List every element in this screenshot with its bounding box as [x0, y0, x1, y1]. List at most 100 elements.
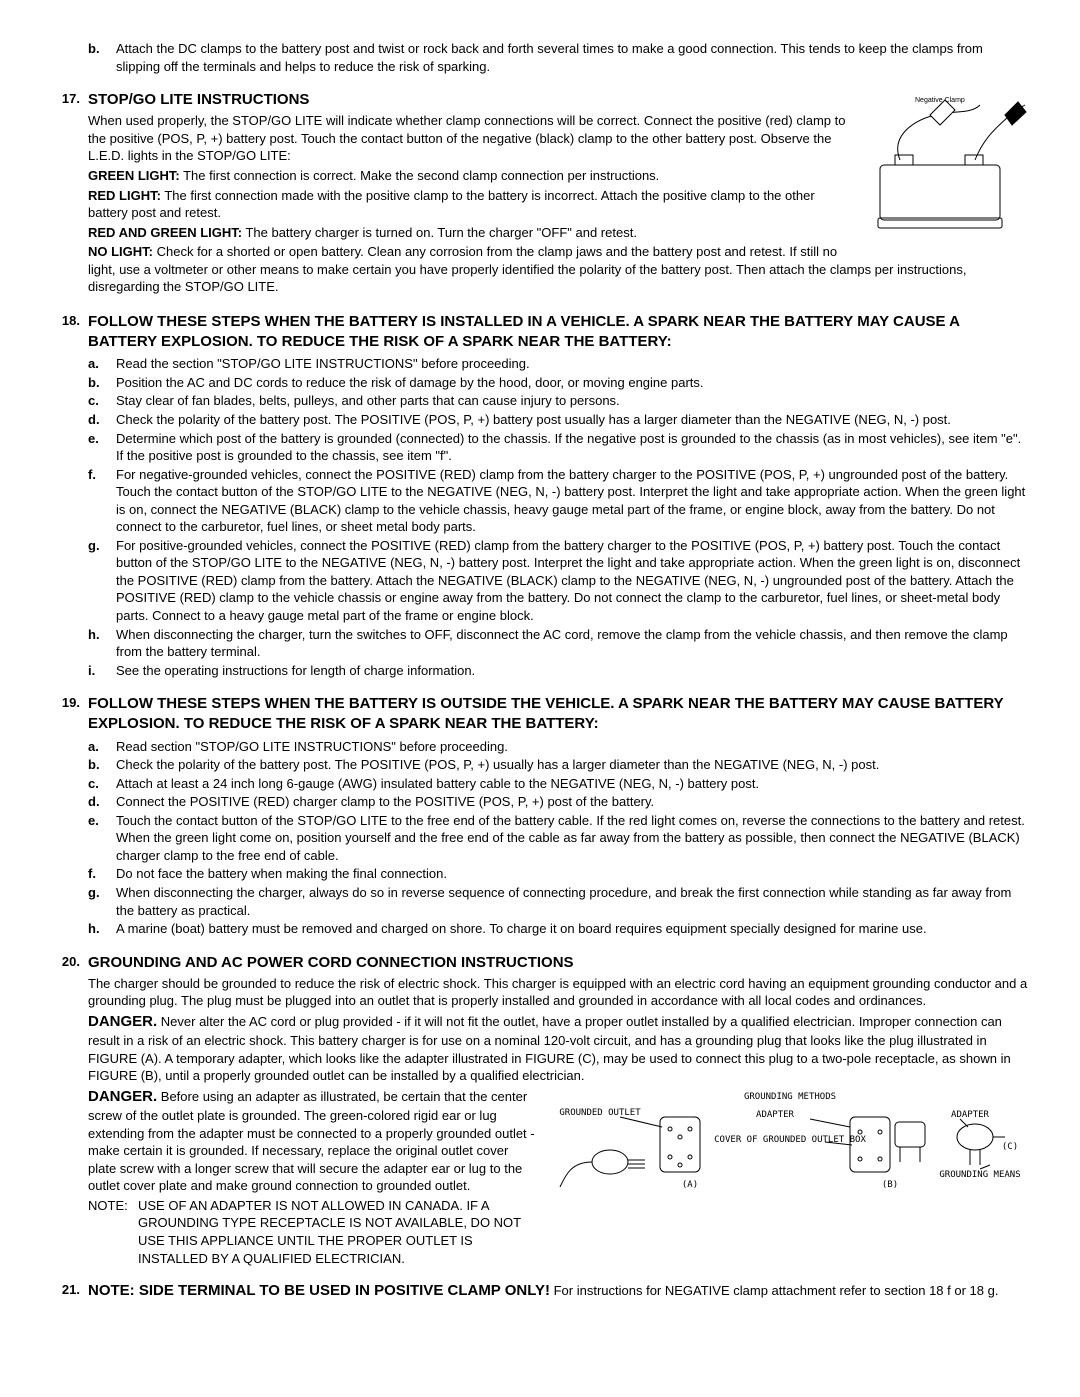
fig-b: (B)	[882, 1180, 898, 1190]
sub-text: For negative-grounded vehicles, connect …	[116, 466, 1030, 536]
label: RED AND GREEN LIGHT:	[88, 225, 242, 240]
sub-item: a.Read section "STOP/GO LITE INSTRUCTION…	[88, 738, 1030, 756]
sub-text: Check the polarity of the battery post. …	[116, 411, 1030, 429]
danger-paragraph-1: DANGER. Never alter the AC cord or plug …	[88, 1012, 1030, 1085]
sub-letter: e.	[88, 430, 116, 448]
fig-means-label: GROUNDING MEANS	[939, 1170, 1020, 1180]
sub-text: When disconnecting the charger, turn the…	[116, 626, 1030, 661]
section-17: 17. Negative Clamp	[50, 90, 1030, 298]
grounding-methods-figure: GROUNDING METHODS GROUNDED OUTLET ADAPTE…	[550, 1087, 1030, 1197]
sub-item: e.Touch the contact button of the STOP/G…	[88, 812, 1030, 865]
section-21: 21. NOTE: SIDE TERMINAL TO BE USED IN PO…	[50, 1281, 1030, 1301]
section-title: FOLLOW THESE STEPS WHEN THE BATTERY IS O…	[88, 694, 1030, 735]
sub-text: Stay clear of fan blades, belts, pulleys…	[116, 392, 1030, 410]
label: NO LIGHT:	[88, 244, 153, 259]
intro-subitem: b. Attach the DC clamps to the battery p…	[50, 40, 1030, 76]
text: The battery charger is turned on. Turn t…	[242, 225, 637, 240]
danger-label: DANGER.	[88, 1088, 157, 1105]
sub-text: Determine which post of the battery is g…	[116, 430, 1030, 465]
fig-cover-label: COVER OF GROUNDED OUTLET BOX	[714, 1135, 866, 1145]
section-title: GROUNDING AND AC POWER CORD CONNECTION I…	[88, 953, 1030, 973]
sub-text: When disconnecting the charger, always d…	[116, 884, 1030, 919]
sub-item: c.Stay clear of fan blades, belts, pulle…	[88, 392, 1030, 410]
sub-item: g.When disconnecting the charger, always…	[88, 884, 1030, 919]
sub-item: a.Read the section "STOP/GO LITE INSTRUC…	[88, 355, 1030, 373]
sub-letter: g.	[88, 884, 116, 902]
section-title: FOLLOW THESE STEPS WHEN THE BATTERY IS I…	[88, 312, 1030, 353]
battery-clamp-figure: Negative Clamp	[860, 90, 1030, 240]
sub-letter: h.	[88, 920, 116, 938]
label: GREEN LIGHT:	[88, 168, 180, 183]
sub-text: Touch the contact button of the STOP/GO …	[116, 812, 1030, 865]
sub-letter: f.	[88, 865, 116, 883]
section-18: 18. FOLLOW THESE STEPS WHEN THE BATTERY …	[50, 312, 1030, 680]
sub-letter: a.	[88, 738, 116, 756]
note-text: USE OF AN ADAPTER IS NOT ALLOWED IN CANA…	[138, 1197, 538, 1267]
sub-item: g.For positive-grounded vehicles, connec…	[88, 537, 1030, 625]
sub-letter: d.	[88, 793, 116, 811]
sub-item: c.Attach at least a 24 inch long 6-gauge…	[88, 775, 1030, 793]
sub-text: Position the AC and DC cords to reduce t…	[116, 374, 1030, 392]
sub-text: Attach at least a 24 inch long 6-gauge (…	[116, 775, 1030, 793]
fig-c: (C)	[1002, 1142, 1018, 1152]
text: The first connection made with the posit…	[88, 188, 815, 221]
sub-item: b.Check the polarity of the battery post…	[88, 756, 1030, 774]
sub-letter: g.	[88, 537, 116, 555]
sub-item: b.Position the AC and DC cords to reduce…	[88, 374, 1030, 392]
sub-item: f.Do not face the battery when making th…	[88, 865, 1030, 883]
sub-item: d.Check the polarity of the battery post…	[88, 411, 1030, 429]
section-number: 19.	[50, 694, 88, 712]
text: Check for a shorted or open battery. Cle…	[88, 244, 966, 294]
sub-text: Check the polarity of the battery post. …	[116, 756, 1030, 774]
danger-label: DANGER.	[88, 1013, 157, 1030]
section-number: 17.	[50, 90, 88, 108]
section-number: 18.	[50, 312, 88, 330]
fig-title: GROUNDING METHODS	[744, 1092, 836, 1102]
text: Never alter the AC cord or plug provided…	[88, 1014, 1011, 1083]
note-row: NOTE: USE OF AN ADAPTER IS NOT ALLOWED I…	[88, 1197, 538, 1267]
no-light-line: NO LIGHT: Check for a shorted or open ba…	[88, 243, 1030, 296]
section-title: NOTE: SIDE TERMINAL TO BE USED IN POSITI…	[88, 1282, 550, 1299]
sub-item: h.A marine (boat) battery must be remove…	[88, 920, 1030, 938]
note-label: NOTE:	[88, 1197, 138, 1215]
sub-item: i.See the operating instructions for len…	[88, 662, 1030, 680]
text: The first connection is correct. Make th…	[180, 168, 660, 183]
sub-letter: d.	[88, 411, 116, 429]
sub-list-18: a.Read the section "STOP/GO LITE INSTRUC…	[88, 355, 1030, 679]
sub-text: Read section "STOP/GO LITE INSTRUCTIONS"…	[116, 738, 1030, 756]
sub-letter: e.	[88, 812, 116, 830]
sub-item: h.When disconnecting the charger, turn t…	[88, 626, 1030, 661]
sub-text: Read the section "STOP/GO LITE INSTRUCTI…	[116, 355, 1030, 373]
sub-letter: c.	[88, 392, 116, 410]
label: RED LIGHT:	[88, 188, 161, 203]
sub-item: d.Connect the POSITIVE (RED) charger cla…	[88, 793, 1030, 811]
sub-letter: a.	[88, 355, 116, 373]
sub-text: For positive-grounded vehicles, connect …	[116, 537, 1030, 625]
sub-letter: b.	[88, 374, 116, 392]
fig-a: (A)	[682, 1180, 698, 1190]
sub-list-19: a.Read section "STOP/GO LITE INSTRUCTION…	[88, 738, 1030, 938]
clamp-label: Negative Clamp	[915, 97, 965, 104]
sub-item: f.For negative-grounded vehicles, connec…	[88, 466, 1030, 536]
sub-text: Attach the DC clamps to the battery post…	[116, 40, 1030, 75]
fig-adapter-label-2: ADAPTER	[951, 1110, 990, 1120]
fig-adapter-label: ADAPTER	[756, 1110, 795, 1120]
section-20: 20. GROUNDING AND AC POWER CORD CONNECTI…	[50, 953, 1030, 1267]
sub-letter: b.	[88, 756, 116, 774]
sub-text: Do not face the battery when making the …	[116, 865, 1030, 883]
paragraph: The charger should be grounded to reduce…	[88, 975, 1030, 1010]
text: For instructions for NEGATIVE clamp atta…	[550, 1283, 998, 1298]
sub-letter: b.	[88, 40, 116, 58]
section-19: 19. FOLLOW THESE STEPS WHEN THE BATTERY …	[50, 694, 1030, 939]
fig-outlet-label: GROUNDED OUTLET	[559, 1108, 641, 1118]
sub-letter: h.	[88, 626, 116, 644]
sub-text: See the operating instructions for lengt…	[116, 662, 1030, 680]
sub-item: e.Determine which post of the battery is…	[88, 430, 1030, 465]
section-number: 21.	[50, 1281, 88, 1299]
sub-letter: i.	[88, 662, 116, 680]
sub-text: A marine (boat) battery must be removed …	[116, 920, 1030, 938]
section-number: 20.	[50, 953, 88, 971]
sub-letter: c.	[88, 775, 116, 793]
sub-letter: f.	[88, 466, 116, 484]
sub-text: Connect the POSITIVE (RED) charger clamp…	[116, 793, 1030, 811]
